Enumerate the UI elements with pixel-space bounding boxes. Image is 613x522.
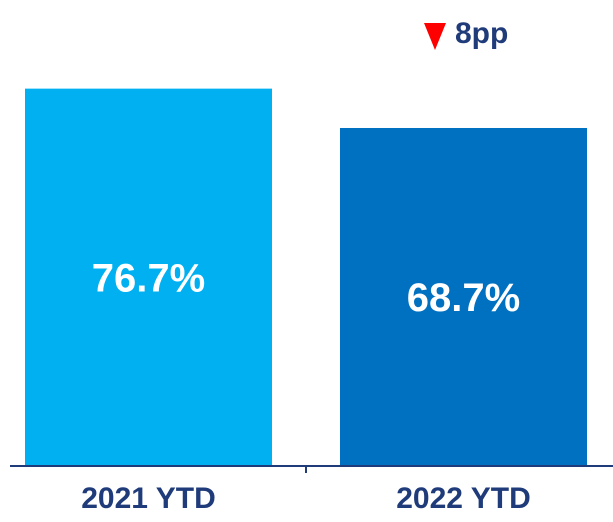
bar-value-label-0: 76.7% [92, 256, 205, 300]
tick-labels-group: 2021 YTD 2022 YTD [81, 482, 531, 515]
down-triangle-icon [424, 23, 446, 50]
bars-group [25, 88, 587, 467]
bar-0 [25, 88, 272, 467]
value-labels-group: 76.7% 68.7% [92, 256, 520, 320]
bar-1 [340, 127, 587, 466]
delta-annotation: 8pp [424, 17, 508, 50]
x-tick-label-0: 2021 YTD [81, 482, 216, 515]
delta-label: 8pp [455, 17, 508, 50]
x-tick-label-1: 2022 YTD [396, 482, 531, 515]
bar-value-label-1: 68.7% [407, 276, 520, 320]
